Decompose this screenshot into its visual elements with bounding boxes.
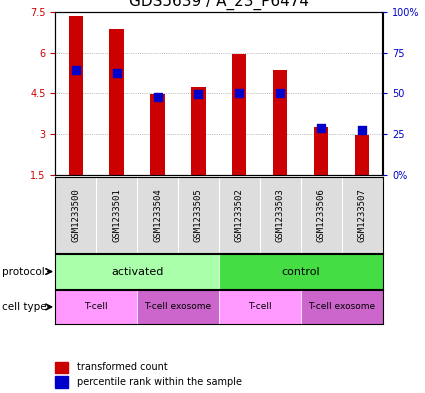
Text: GSM1233507: GSM1233507 xyxy=(357,188,366,242)
Bar xyxy=(55,254,219,289)
Text: GSM1233505: GSM1233505 xyxy=(194,188,203,242)
Bar xyxy=(232,54,246,175)
Title: GDS5639 / A_23_P6474: GDS5639 / A_23_P6474 xyxy=(129,0,309,11)
Point xyxy=(72,67,79,73)
Point xyxy=(154,94,161,101)
Text: protocol: protocol xyxy=(2,266,45,277)
Text: GSM1233503: GSM1233503 xyxy=(276,188,285,242)
Text: T-cell exosome: T-cell exosome xyxy=(144,303,212,311)
Point xyxy=(236,90,243,96)
Text: GSM1233502: GSM1233502 xyxy=(235,188,244,242)
Bar xyxy=(355,135,369,175)
Text: activated: activated xyxy=(111,266,163,277)
Text: T-cell: T-cell xyxy=(84,303,108,311)
Text: GSM1233501: GSM1233501 xyxy=(112,188,121,242)
Bar xyxy=(55,290,137,324)
Point xyxy=(113,70,120,76)
Text: T-cell exosome: T-cell exosome xyxy=(308,303,375,311)
Text: T-cell: T-cell xyxy=(248,303,272,311)
Bar xyxy=(191,87,206,175)
Point xyxy=(318,125,325,131)
Bar xyxy=(55,362,68,373)
Bar xyxy=(300,290,382,324)
Point xyxy=(277,90,283,96)
Bar xyxy=(273,70,287,175)
Point xyxy=(195,91,202,97)
Bar xyxy=(137,290,219,324)
Bar xyxy=(219,254,382,289)
Point xyxy=(359,127,366,133)
Text: transformed count: transformed count xyxy=(76,362,167,372)
Text: GSM1233506: GSM1233506 xyxy=(317,188,326,242)
Text: cell type: cell type xyxy=(2,302,47,312)
Bar xyxy=(314,127,328,175)
Bar xyxy=(150,94,164,175)
Bar xyxy=(68,16,83,175)
Text: control: control xyxy=(281,266,320,277)
Bar xyxy=(55,376,68,387)
Text: GSM1233500: GSM1233500 xyxy=(71,188,80,242)
Bar xyxy=(219,290,300,324)
Text: percentile rank within the sample: percentile rank within the sample xyxy=(76,377,241,387)
Bar xyxy=(110,29,124,175)
Text: GSM1233504: GSM1233504 xyxy=(153,188,162,242)
